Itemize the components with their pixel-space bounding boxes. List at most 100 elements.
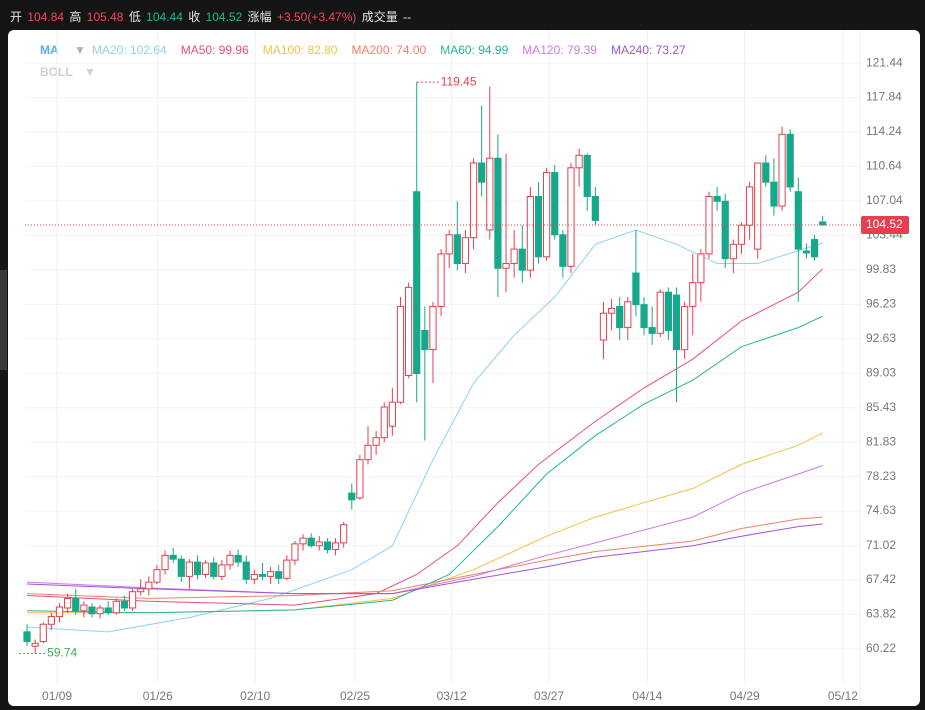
candle-body xyxy=(437,253,445,308)
candle-body xyxy=(729,243,737,260)
candle-body xyxy=(786,133,794,188)
candle-body xyxy=(161,554,169,571)
candle-body xyxy=(599,312,608,341)
high-value: 105.48 xyxy=(86,10,124,24)
candle-body xyxy=(445,234,453,255)
candle-body xyxy=(559,234,567,267)
candle-body xyxy=(754,162,762,250)
ma-line xyxy=(26,516,823,599)
candle-body xyxy=(323,541,332,551)
candle-body xyxy=(494,157,502,269)
candle-body xyxy=(453,234,461,264)
candle-body xyxy=(348,492,356,501)
dropdown-arrow[interactable]: ▼ xyxy=(84,65,96,79)
candle-body xyxy=(810,239,819,258)
candle-body xyxy=(266,571,275,577)
open-value: 104.84 xyxy=(27,10,65,24)
candle-body xyxy=(794,191,802,250)
candle-body xyxy=(681,306,689,351)
y-tick-label: 107.04 xyxy=(866,193,903,207)
legend-entry: MA20: 102.64 xyxy=(92,43,167,57)
y-tick-label: 89.03 xyxy=(866,365,896,379)
candle-body xyxy=(713,196,721,202)
candle-body xyxy=(340,524,348,544)
candle-body xyxy=(745,186,754,226)
x-tick-label: 04/14 xyxy=(632,689,662,703)
candle-body xyxy=(88,606,96,615)
candle-body xyxy=(258,573,267,577)
legend-entry: MA120: 79.39 xyxy=(522,43,597,57)
chart-panel xyxy=(8,30,920,706)
close-value: 104.52 xyxy=(205,10,243,24)
candle-body xyxy=(218,564,226,577)
candle-body xyxy=(242,561,250,580)
ma-line xyxy=(26,315,823,614)
y-tick-label: 71.02 xyxy=(866,538,896,552)
candle-body xyxy=(640,304,648,329)
candle-body xyxy=(31,642,39,647)
label: 成交量 xyxy=(361,10,398,24)
candle-body xyxy=(689,282,697,308)
label: 开 xyxy=(10,10,23,24)
candle-body xyxy=(737,224,746,245)
candle-body xyxy=(551,172,559,236)
candle-body xyxy=(616,306,624,329)
y-tick-label: 67.42 xyxy=(866,572,896,586)
candle-body xyxy=(486,157,494,231)
dropdown-arrow[interactable]: ▼ xyxy=(74,43,86,57)
candle-body xyxy=(567,167,575,267)
ma-title: MA xyxy=(40,43,59,57)
y-tick-label: 114.24 xyxy=(866,124,902,138)
x-tick-label: 04/29 xyxy=(730,689,760,703)
candle-body xyxy=(202,562,210,575)
candle-body xyxy=(72,597,80,612)
candle-body xyxy=(575,154,583,169)
legend-entry: MA100: 82.80 xyxy=(263,43,338,57)
candle-body xyxy=(819,221,827,226)
candle-body xyxy=(648,327,656,334)
x-tick-label: 02/10 xyxy=(240,689,270,703)
x-tick-label: 01/26 xyxy=(143,689,173,703)
ma-line xyxy=(26,523,823,595)
candle-body xyxy=(656,291,664,334)
candle-body xyxy=(721,200,729,260)
low-value: 104.44 xyxy=(146,10,183,24)
candle-body xyxy=(380,406,388,439)
max-label: 119.45 xyxy=(441,74,477,88)
candle-body xyxy=(518,248,526,271)
candle-body xyxy=(210,562,218,577)
candle-body xyxy=(193,561,202,575)
candle-body xyxy=(104,607,112,614)
ma-line xyxy=(26,268,824,606)
legend-entry: MA60: 94.99 xyxy=(440,43,508,57)
candle-body xyxy=(607,307,616,314)
candle-body xyxy=(632,272,640,306)
candle-body xyxy=(299,537,307,545)
ma-line xyxy=(26,229,823,633)
x-tick-label: 02/25 xyxy=(340,689,370,703)
candle-body xyxy=(23,631,31,642)
last-price-tag xyxy=(861,216,909,235)
candle-body xyxy=(802,250,811,254)
label: 高 xyxy=(69,10,82,24)
x-tick-label: 01/09 xyxy=(42,689,72,703)
candle-body xyxy=(315,541,323,547)
candle-body xyxy=(502,262,510,269)
candle-body xyxy=(80,604,88,612)
candle-body xyxy=(283,559,291,579)
last-price-label: 104.52 xyxy=(866,217,903,231)
candle-body xyxy=(64,597,72,609)
candle-body xyxy=(112,600,120,614)
y-tick-label: 81.83 xyxy=(866,434,896,448)
side-handle[interactable] xyxy=(0,270,7,370)
candle-body xyxy=(55,606,64,618)
candle-body xyxy=(388,401,396,427)
candle-body xyxy=(177,558,185,577)
legend-entry: MA50: 99.96 xyxy=(181,43,249,57)
legend-entry: MA240: 73.27 xyxy=(611,43,686,57)
candle-body xyxy=(145,581,153,590)
x-tick-label: 05/12 xyxy=(828,689,858,703)
min-label: 59.74 xyxy=(47,646,77,660)
volume-value: -- xyxy=(403,10,412,24)
candle-body xyxy=(396,306,405,403)
